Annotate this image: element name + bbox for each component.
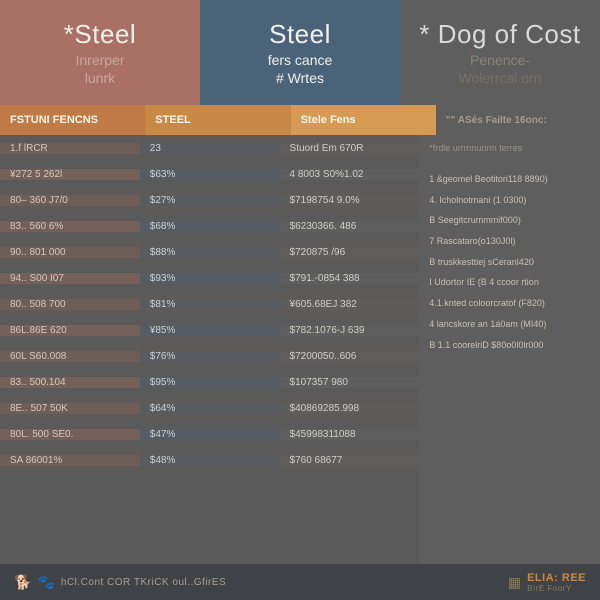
table-cell: 83.. 560 6% [0,221,140,232]
table-cell: 80– 360 J7/0 [0,195,140,206]
table-cell: $47% [140,429,280,440]
table-cell: $791.-0854 388 [280,273,420,284]
right-panel-top: *frdle urrmnunrm terres [429,143,590,153]
header-sub2-2: # Wrtes [276,70,324,86]
header-title-2: Steel [269,19,331,50]
header-sub2-1: lunrk [85,70,115,86]
table-cell: $68% [140,221,280,232]
right-list-item: I Udortor IE (B 4 ccoor rtion [429,277,590,289]
table-cell: $720875 /96 [280,247,420,258]
header-col-2: Steel fers cance # Wrtes [200,0,400,105]
table-cell: $40869285.998 [280,403,420,414]
table-cell: 86L.86E 620 [0,325,140,336]
header-sub1-2: fers cance [268,52,333,68]
table-cell: Stuord Em 670R [280,143,420,154]
table-cell: 1.f lRCR [0,143,140,154]
table-cell: $63% [140,169,280,180]
subheader-c3: Stele Fens [291,105,436,135]
table-cell: $6230366. 486 [280,221,420,232]
footer-logo-block: ELIA: REE BIrE FoorY [527,572,586,593]
subheader-row: FSTUNI FENCNS STEEL Stele Fens "" ASés F… [0,105,600,135]
page-root: *Steel Inrerper lunrk Steel fers cance #… [0,0,600,600]
right-panel: *frdle urrmnunrm terres 1 &geomel Beotit… [419,135,600,564]
table-cell: 80.. 508 700 [0,299,140,310]
right-list-item: 1 &geomel Beotitori118 8890) [429,174,590,186]
header-sub2-3: Wolerrcal orn [459,70,542,86]
right-list-item: 7 Rascataro(o130J0l) [429,236,590,248]
table-row: 94.. S00 I07$93%$791.-0854 388 [0,265,419,291]
subheader-c4: "" ASés Failte 16onc: [436,105,600,135]
table-row: 80.. 508 700$81%¥605.68EJ 382 [0,291,419,317]
table-cell: $760 68677 [280,455,420,466]
table-row: SA 86001%$48%$760 68677 [0,447,419,473]
subheader-c2: STEEL [145,105,290,135]
footer-logo-text: ELIA: REE [527,572,586,584]
table-cell: $95% [140,377,280,388]
table-row: 8E.. 507 50K$64%$40869285.998 [0,395,419,421]
paw-icon: 🐾 [37,574,54,591]
table-cell: SA 86001% [0,455,140,466]
dog-icon: 🐕 [14,574,31,591]
header-sub1-3: Penence- [470,52,530,68]
table-cell: 94.. S00 I07 [0,273,140,284]
table-cell: $45998311088 [280,429,420,440]
table-cell: $7198754 9.0% [280,195,420,206]
table-cell: 23 [140,143,280,154]
header-col-1: *Steel Inrerper lunrk [0,0,200,105]
table-cell: $27% [140,195,280,206]
table-cell: 8E.. 507 50K [0,403,140,414]
table-cell: 90.. 801 000 [0,247,140,258]
header-title-3: * Dog of Cost [419,19,580,50]
table-cell: $76% [140,351,280,362]
table-cell: ¥85% [140,325,280,336]
right-list-item: B truskkesttiej sCeranl420 [429,257,590,269]
table-cell: 60L S60.008 [0,351,140,362]
table-cell: $782.1076-J 639 [280,325,420,336]
table-row: ¥272 5 262l$63%4 8003 S0%1.02 [0,161,419,187]
table-cell: 80L. 500 SE0. [0,429,140,440]
right-list-item: 4. Icholnotmani (1 0300) [429,195,590,207]
right-items-list: 1 &geomel Beotitori118 8890) 4. Icholnotm… [429,165,590,360]
right-list-item: B 1.1 coorelriD $80o0l0lr000 [429,340,590,352]
table-row: 83.. 560 6%$68%$6230366. 486 [0,213,419,239]
table-row: 1.f lRCR23Stuord Em 670R [0,135,419,161]
right-list-item: B Seegitcrummmif000) [429,215,590,227]
table-row: 80L. 500 SE0.$47%$45998311088 [0,421,419,447]
table-cell: $7200050..606 [280,351,420,362]
right-list-item: 4 lancskore an 1á0am (MI40) [429,319,590,331]
header-row: *Steel Inrerper lunrk Steel fers cance #… [0,0,600,105]
footer-left-text: hCl.Cont COR TKriCK oul..GfirES [61,577,226,588]
table-cell: $81% [140,299,280,310]
table-row: 60L S60.008$76%$7200050..606 [0,343,419,369]
table-cell: 4 8003 S0%1.02 [280,169,420,180]
header-title-1: *Steel [64,19,136,50]
fence-icon: ▦ [508,574,521,591]
table-row: 86L.86E 620¥85%$782.1076-J 639 [0,317,419,343]
subheader-c1: FSTUNI FENCNS [0,105,145,135]
footer-left: 🐕 🐾 hCl.Cont COR TKriCK oul..GfirES [14,574,226,591]
table-cell: ¥605.68EJ 382 [280,299,420,310]
table-cell: $107357 980 [280,377,420,388]
footer-right: ▦ ELIA: REE BIrE FoorY [508,572,586,593]
right-list-item: 4.1.knted coloorcratof (F820) [429,298,590,310]
header-sub1-1: Inrerper [75,52,124,68]
body-row: 1.f lRCR23Stuord Em 670R¥272 5 262l$63%4… [0,135,600,564]
table-row: 83.. 500.104$95%$107357 980 [0,369,419,395]
footer: 🐕 🐾 hCl.Cont COR TKriCK oul..GfirES ▦ EL… [0,564,600,600]
table-cell: $93% [140,273,280,284]
table-cell: 83.. 500.104 [0,377,140,388]
table-cell: $64% [140,403,280,414]
table-area: 1.f lRCR23Stuord Em 670R¥272 5 262l$63%4… [0,135,419,564]
table-cell: $48% [140,455,280,466]
table-row: 90.. 801 000$88%$720875 /96 [0,239,419,265]
table-row: 80– 360 J7/0$27%$7198754 9.0% [0,187,419,213]
table-cell: ¥272 5 262l [0,169,140,180]
footer-logo-sub: BIrE FoorY [527,584,586,593]
table-cell: $88% [140,247,280,258]
header-col-3: * Dog of Cost Penence- Wolerrcal orn [400,0,600,105]
